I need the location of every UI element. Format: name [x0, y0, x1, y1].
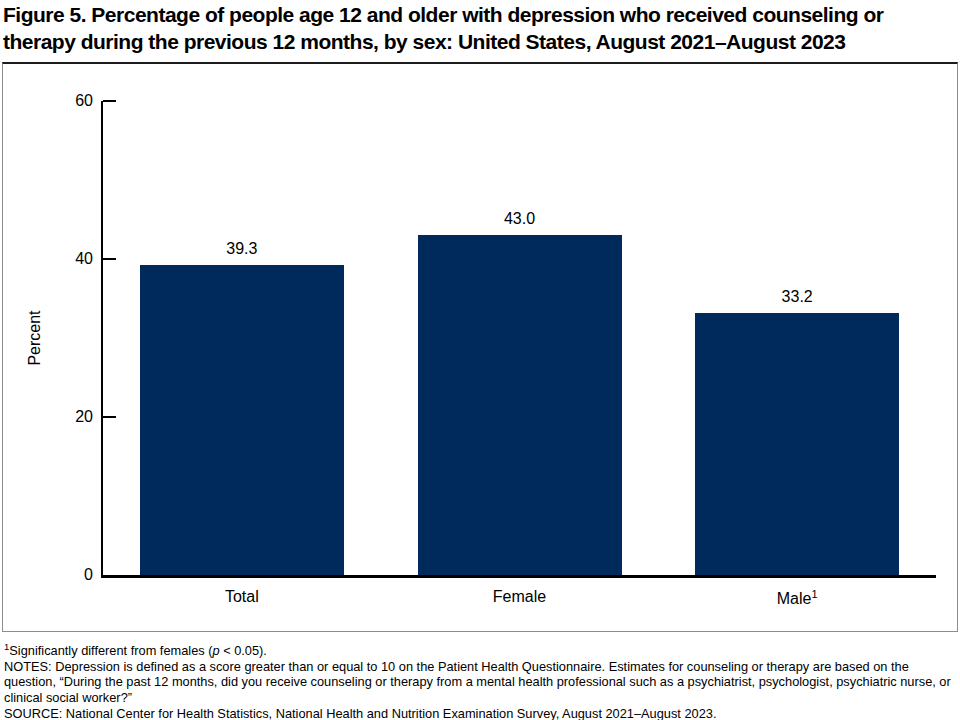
y-tick-label-0: 0 [51, 566, 93, 584]
y-tick-mark-40 [103, 258, 116, 260]
italic-p: p [212, 643, 219, 658]
bar-total [140, 265, 344, 575]
y-tick-label-20: 20 [51, 408, 93, 426]
bar-value-label-female: 43.0 [460, 210, 580, 228]
x-category-label-male: Male1 [717, 588, 877, 608]
y-tick-mark-20 [103, 416, 116, 418]
category-superscript: 1 [811, 588, 817, 600]
footnote-notes: NOTES: Depression is defined as a score … [4, 659, 956, 706]
y-axis-title: Percent [26, 310, 44, 365]
bar-female [418, 235, 622, 575]
figure-page: { "title": { "line1": "Figure 5. Percent… [0, 0, 960, 720]
x-category-label-total: Total [162, 588, 322, 606]
plot-area: 020406039.3Total43.0Female33.2Male1 [101, 101, 936, 578]
footnote-source: SOURCE: National Center for Health Stati… [4, 706, 956, 720]
y-tick-label-40: 40 [51, 250, 93, 268]
chart-frame: Percent 020406039.3Total43.0Female33.2Ma… [2, 62, 958, 632]
y-tick-mark-60 [103, 100, 116, 102]
bar-value-label-male: 33.2 [737, 288, 857, 306]
bar-value-label-total: 39.3 [182, 240, 302, 258]
footnote-significance: 1Significantly different from females (p… [4, 639, 956, 659]
x-category-label-female: Female [440, 588, 600, 606]
figure-title-line2: therapy during the previous 12 months, b… [3, 29, 957, 56]
figure-title-line1: Figure 5. Percentage of people age 12 an… [3, 2, 957, 29]
bar-male [695, 313, 899, 575]
y-tick-label-60: 60 [51, 92, 93, 110]
figure-title: Figure 5. Percentage of people age 12 an… [3, 2, 957, 55]
footnotes: 1Significantly different from females (p… [4, 639, 956, 720]
